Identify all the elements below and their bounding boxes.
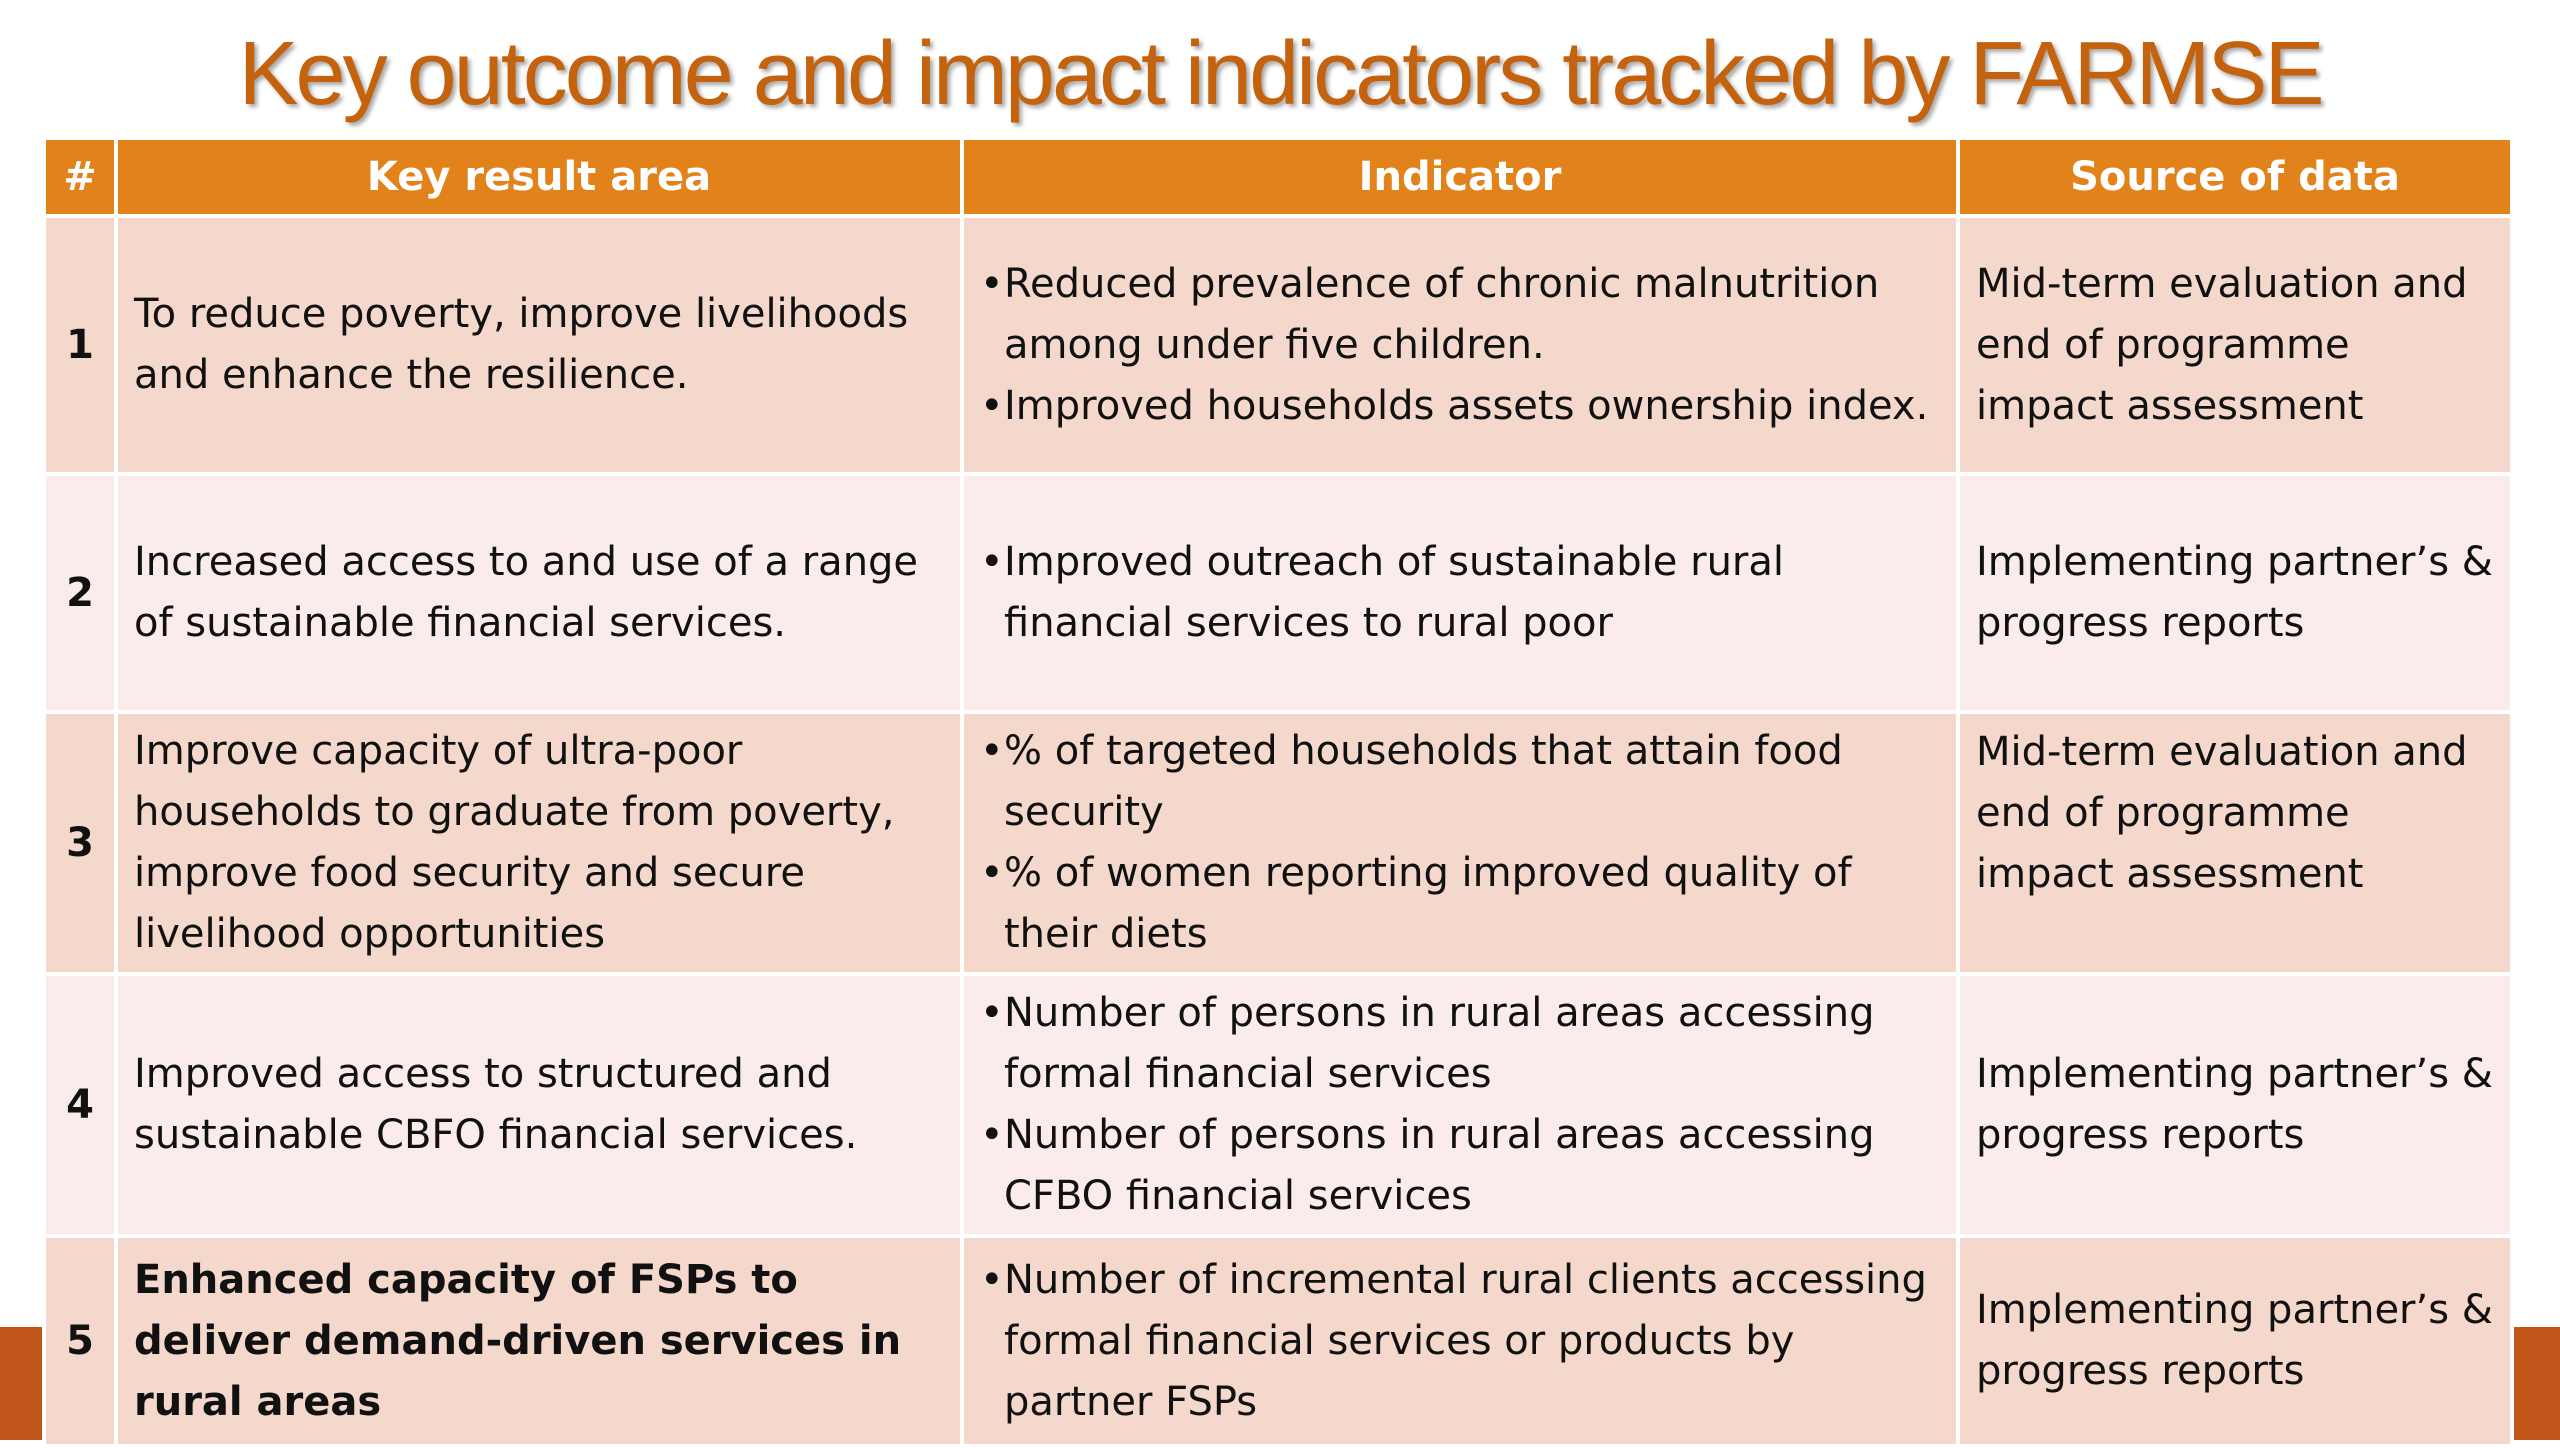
indicator-item: Number of persons in rural areas accessi… [980,1105,1940,1227]
page-title: Key outcome and impact indicators tracke… [238,24,2325,124]
indicator-cell: Number of persons in rural areas accessi… [960,972,1960,1238]
indicator-item: % of women reporting improved quality of… [980,843,1940,965]
indicator-item: % of targeted households that attain foo… [980,721,1940,843]
indicator-list: Reduced prevalence of chronic malnutriti… [980,254,1940,437]
indicator-cell: Number of incremental rural clients acce… [960,1234,1960,1448]
source-of-data-cell: Mid-term evaluation and end of programme… [1956,214,2514,476]
table-header-row: # Key result area Indicator Source of da… [42,136,2514,218]
header-key-result-area: Key result area [114,136,964,218]
table-row: 3 Improve capacity of ultra-poor househo… [42,710,2514,976]
indicator-list: Improved outreach of sustainable rural f… [980,532,1940,654]
header-indicator: Indicator [960,136,1960,218]
source-of-data-cell: Implementing partner’s & progress report… [1956,1234,2514,1448]
indicator-item: Reduced prevalence of chronic malnutriti… [980,254,1940,376]
source-of-data-cell: Implementing partner’s & progress report… [1956,972,2514,1238]
indicators-table: # Key result area Indicator Source of da… [42,136,2514,1448]
key-result-area-cell: Improved access to structured and sustai… [114,972,964,1238]
key-result-area-cell: Enhanced capacity of FSPs to deliver dem… [114,1234,964,1448]
indicator-list: Number of incremental rural clients acce… [980,1250,1940,1433]
row-number: 4 [42,972,118,1238]
key-result-area-cell: Increased access to and use of a range o… [114,472,964,714]
table-row: 1 To reduce poverty, improve livelihoods… [42,214,2514,476]
row-number: 1 [42,214,118,476]
header-num: # [42,136,118,218]
key-result-area-cell: To reduce poverty, improve livelihoods a… [114,214,964,476]
indicator-item: Improved households assets ownership ind… [980,376,1940,437]
indicator-item: Improved outreach of sustainable rural f… [980,532,1940,654]
indicator-item: Number of incremental rural clients acce… [980,1250,1940,1433]
table-row: 2 Increased access to and use of a range… [42,472,2514,714]
indicator-cell: Improved outreach of sustainable rural f… [960,472,1960,714]
table-row: 5 Enhanced capacity of FSPs to deliver d… [42,1234,2514,1448]
header-source-of-data: Source of data [1956,136,2514,218]
table-row: 4 Improved access to structured and sust… [42,972,2514,1238]
row-number: 2 [42,472,118,714]
decorative-accent-bar-left [0,1327,48,1440]
decorative-accent-bar-right [2512,1327,2560,1440]
indicator-list: Number of persons in rural areas accessi… [980,983,1940,1227]
row-number: 5 [42,1234,118,1448]
key-result-area-cell: Improve capacity of ultra-poor household… [114,710,964,976]
source-of-data-cell: Implementing partner’s & progress report… [1956,472,2514,714]
source-of-data-cell: Mid-term evaluation and end of programme… [1956,710,2514,976]
indicator-cell: % of targeted households that attain foo… [960,710,1960,976]
indicator-list: % of targeted households that attain foo… [980,721,1940,965]
row-number: 3 [42,710,118,976]
indicator-cell: Reduced prevalence of chronic malnutriti… [960,214,1960,476]
indicator-item: Number of persons in rural areas accessi… [980,983,1940,1105]
